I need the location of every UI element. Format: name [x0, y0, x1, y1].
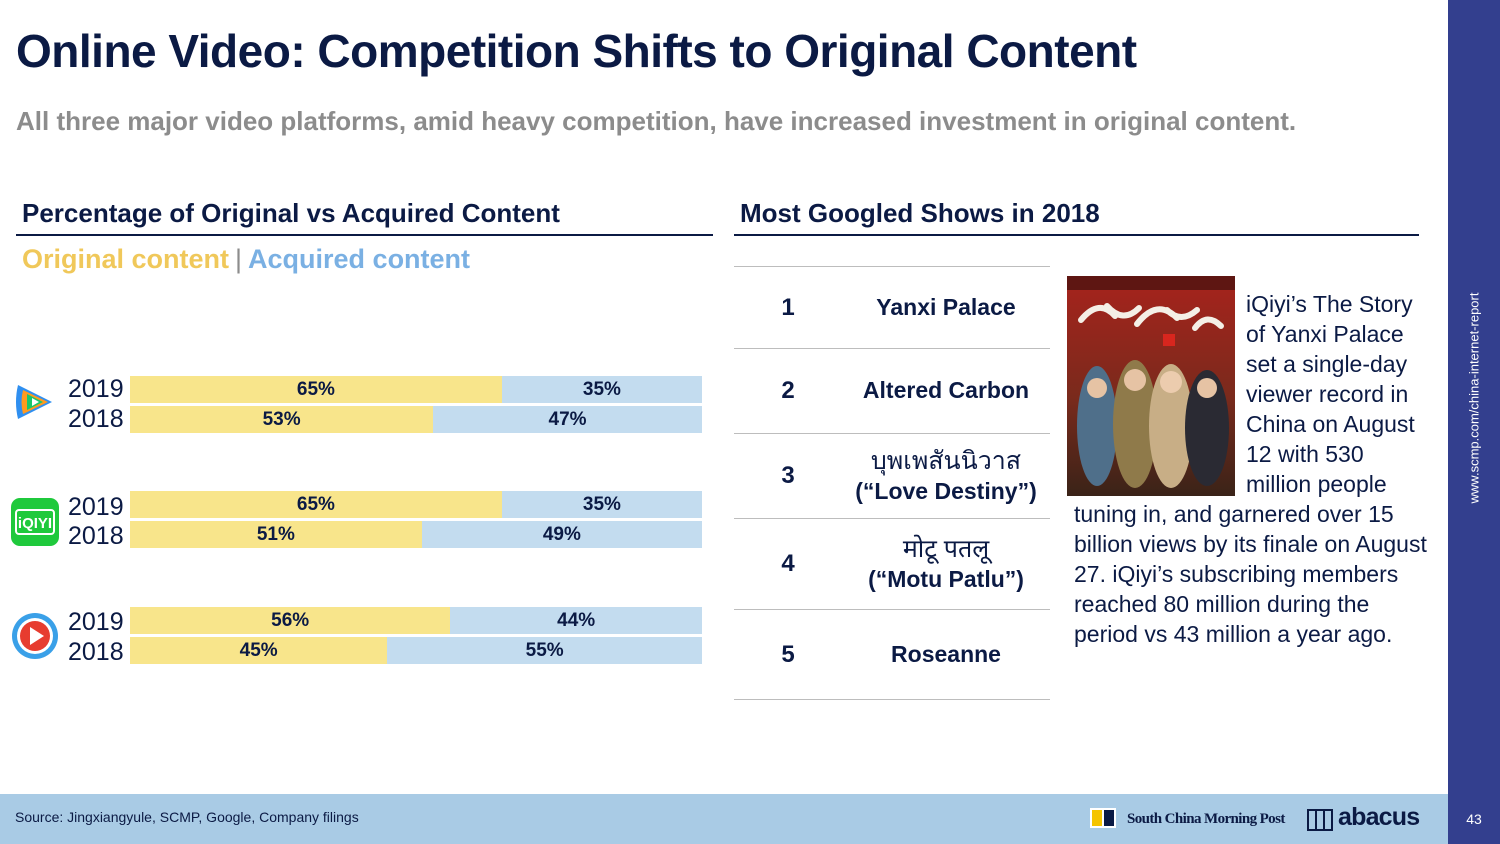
year-label: 2018 — [68, 638, 124, 666]
table-row: 5 Roseanne — [734, 609, 1050, 700]
show-name: Yanxi Palace — [842, 293, 1050, 323]
poster-wrap-spacer — [1074, 289, 1246, 499]
bar-row: 56% 44% — [130, 607, 702, 634]
abacus-logo-icon — [1307, 809, 1333, 831]
right-sidebar: www.scmp.com/china-internet-report 43 — [1448, 0, 1500, 844]
rank-number: 2 — [781, 377, 795, 404]
show-native-title: मोटू पतलू — [902, 534, 990, 563]
bar-acquired: 35% — [501, 376, 702, 403]
table-row: 2 Altered Carbon — [734, 348, 1050, 433]
footer: Source: Jingxiangyule, SCMP, Google, Com… — [0, 794, 1448, 844]
abacus-name: abacus — [1338, 803, 1420, 831]
page-title: Online Video: Competition Shifts to Orig… — [16, 25, 1137, 77]
legend-acquired: Acquired content — [248, 244, 471, 274]
chart-legend: Original content | Acquired content — [22, 244, 470, 275]
bar-acquired: 55% — [387, 637, 702, 664]
year-label: 2019 — [68, 608, 124, 636]
bar-row: 65% 35% — [130, 376, 702, 403]
bar-original: 65% — [130, 376, 502, 403]
source-note: Source: Jingxiangyule, SCMP, Google, Com… — [15, 809, 359, 825]
bar-row: 51% 49% — [130, 521, 702, 548]
rank-number: 1 — [781, 293, 795, 321]
bar-row: 65% 35% — [130, 491, 702, 518]
year-label: 2018 — [68, 405, 124, 433]
svg-text:iQIYI: iQIYI — [18, 515, 52, 532]
bar-row: 45% 55% — [130, 637, 702, 664]
page-subtitle: All three major video platforms, amid he… — [16, 106, 1297, 136]
scmp-name: South China Morning Post — [1127, 811, 1285, 827]
bar-original: 65% — [130, 491, 502, 518]
rank-number: 5 — [781, 640, 795, 668]
show-name: Roseanne — [842, 640, 1050, 670]
youku-logo-icon — [12, 613, 58, 659]
show-name: บุพเพสันนิวาส (“Love Destiny”) — [842, 445, 1050, 507]
table-row: 4 मोटू पतलू (“Motu Patlu”) — [734, 518, 1050, 609]
tencent-video-logo-icon — [16, 385, 52, 419]
show-title: Roseanne — [891, 640, 1001, 667]
shows-heading: Most Googled Shows in 2018 — [740, 198, 1100, 228]
rank-number: 4 — [781, 550, 795, 577]
show-title: (“Motu Patlu”) — [868, 566, 1024, 593]
bar-acquired: 35% — [501, 491, 702, 518]
legend-separator: | — [235, 244, 243, 274]
iqiyi-logo-icon: iQIYI — [11, 498, 59, 546]
bar-row: 53% 47% — [130, 406, 702, 433]
bar-original: 56% — [130, 607, 451, 634]
bar-acquired: 47% — [433, 406, 702, 433]
bar-acquired: 49% — [421, 521, 702, 548]
bar-original: 53% — [130, 406, 434, 433]
page-number: 43 — [1466, 811, 1482, 827]
bar-original: 45% — [130, 637, 388, 664]
year-label: 2018 — [68, 522, 124, 550]
chart-heading: Percentage of Original vs Acquired Conte… — [22, 198, 560, 228]
bar-original: 51% — [130, 521, 422, 548]
yanxi-palace-poster — [1067, 276, 1235, 496]
scmp-logo-icon — [1090, 808, 1116, 828]
yanxi-description: iQiyi’s The Story of Yanxi Palace set a … — [1074, 289, 1434, 649]
report-url: www.scmp.com/china-internet-report — [1466, 292, 1482, 504]
rank-number: 3 — [781, 462, 795, 489]
show-title: Yanxi Palace — [876, 293, 1016, 320]
legend-original: Original content — [22, 244, 230, 274]
shows-ranking-table: 1 Yanxi Palace 2 Altered Carbon 3 บุพเพส… — [734, 266, 1050, 700]
table-row: 3 บุพเพสันนิวาส (“Love Destiny”) — [734, 433, 1050, 518]
description-text: iQiyi’s The Story of Yanxi Palace set a … — [1074, 291, 1427, 647]
chart-heading-rule — [16, 234, 713, 236]
show-title: Altered Carbon — [862, 377, 1030, 404]
bar-acquired: 44% — [450, 607, 702, 634]
show-name: मोटू पतलू (“Motu Patlu”) — [842, 533, 1050, 595]
show-name: Altered Carbon — [842, 376, 1050, 406]
show-title: (“Love Destiny”) — [855, 478, 1037, 505]
year-label: 2019 — [68, 375, 124, 403]
shows-heading-rule — [734, 234, 1419, 236]
year-label: 2019 — [68, 493, 124, 521]
table-row: 1 Yanxi Palace — [734, 266, 1050, 348]
show-native-title: บุพเพสันนิวาส — [870, 446, 1022, 475]
